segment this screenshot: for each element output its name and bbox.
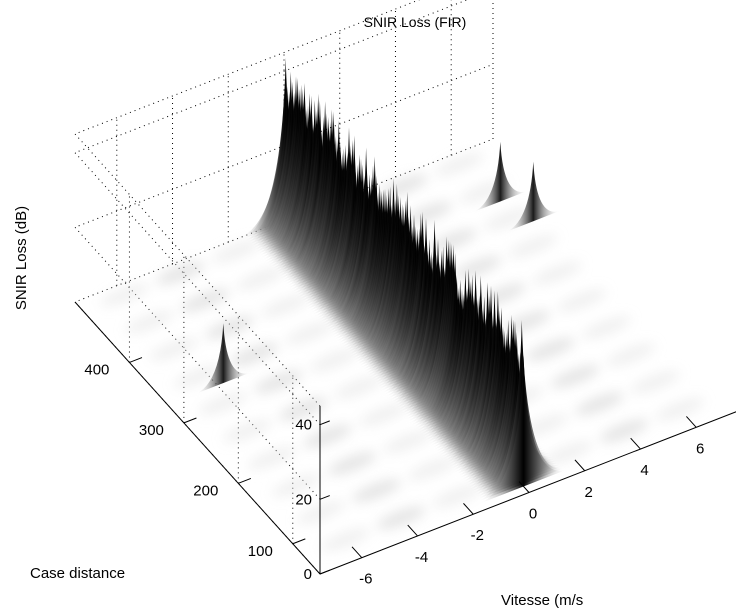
x-tick <box>574 459 586 472</box>
floor-blob <box>278 397 328 421</box>
floor-blob <box>236 267 286 290</box>
floor-blob <box>254 370 304 394</box>
floor-blob <box>285 321 335 345</box>
x-axis-label: Vitesse (m/s <box>501 592 583 609</box>
floor-blob <box>310 348 359 372</box>
floor-blob <box>532 261 582 285</box>
x-tick <box>463 503 474 515</box>
floor-blob <box>508 234 558 258</box>
x-tick-label: 6 <box>696 440 704 457</box>
x-tick-label: -2 <box>471 527 484 544</box>
floor-blob <box>432 484 482 508</box>
x-tick <box>518 481 530 493</box>
target-peak <box>195 323 252 394</box>
x-tick-label: 0 <box>529 506 537 523</box>
floor-blob <box>321 528 370 551</box>
floor-blob <box>581 316 631 339</box>
floor-blob <box>261 294 310 318</box>
floor-blob <box>526 337 576 361</box>
floor-blob <box>174 364 223 388</box>
floor-blob <box>247 446 297 470</box>
floor-blob <box>198 392 248 415</box>
x-tick-label: -4 <box>415 549 428 566</box>
floor-blob <box>550 365 600 388</box>
floor-blob <box>428 229 478 252</box>
ridge-slice <box>479 355 569 504</box>
x-tick <box>407 524 418 537</box>
z-tick-label: 20 <box>295 491 312 508</box>
x-tick-label: -6 <box>359 571 372 588</box>
floor-blob <box>296 500 346 524</box>
chart-title: SNIR Loss (FIR) <box>364 14 467 30</box>
floor-blob <box>557 288 607 312</box>
z-tick <box>319 495 330 500</box>
x-tick <box>351 546 363 559</box>
z-tick <box>319 569 330 575</box>
grid-line <box>74 0 468 426</box>
floor-blob <box>383 430 433 454</box>
y-axis-line <box>74 301 321 575</box>
floor-blob <box>606 343 656 367</box>
x-tick <box>686 416 697 428</box>
grid-line <box>74 63 494 500</box>
y-tick-label: 300 <box>139 422 164 439</box>
floor-blob <box>229 343 279 367</box>
surface-features <box>195 57 569 504</box>
x-tick-label: 2 <box>585 484 593 501</box>
y-tick <box>129 357 143 363</box>
z-tick-label: 0 <box>304 566 312 583</box>
floor-blob <box>434 152 484 176</box>
floor-blob <box>205 316 255 339</box>
floor-blob <box>376 506 426 530</box>
floor-blob <box>403 201 453 225</box>
floor-blob <box>180 288 230 312</box>
floor-blob <box>223 419 272 443</box>
clutter-ridge <box>239 57 569 504</box>
floor-blob <box>501 310 551 334</box>
floor-blob <box>379 174 429 198</box>
floor-blob <box>334 375 384 399</box>
grid-line <box>74 0 421 407</box>
axis-labels: SNIR Loss (FIR) SNIR Loss (dB) Case dist… <box>13 14 583 609</box>
floor-blob <box>303 424 353 448</box>
floor-blob <box>359 403 408 426</box>
floor-blob <box>100 283 150 307</box>
z-tick <box>319 420 330 426</box>
y-tick-label: 100 <box>248 543 273 560</box>
floor-blob <box>477 283 527 307</box>
z-axis-label: SNIR Loss (dB) <box>13 206 30 310</box>
floor-blob <box>352 479 402 503</box>
x-tick <box>630 437 641 450</box>
target-peak <box>505 161 562 233</box>
floor-blob <box>655 397 705 421</box>
floor-blob <box>575 392 625 416</box>
floor-blob <box>125 310 174 334</box>
floor-blob <box>272 473 321 497</box>
y-tick-label: 400 <box>84 361 109 378</box>
floor-blob <box>156 261 206 285</box>
z-tick-label: 40 <box>295 417 312 434</box>
floor-blob <box>149 337 199 361</box>
y-tick <box>183 417 197 424</box>
y-axis-label: Case distance <box>30 565 125 582</box>
floor-blob <box>599 419 649 443</box>
floor-blob <box>452 256 502 280</box>
floor-blob <box>630 370 680 394</box>
floor-blob <box>327 452 377 475</box>
x-tick-label: 4 <box>640 462 648 479</box>
floor-blob <box>212 239 261 263</box>
target-peak <box>472 141 529 213</box>
y-tick-label: 200 <box>193 482 218 499</box>
y-tick <box>292 538 306 545</box>
y-tick <box>238 477 252 484</box>
axes: -6 -4 -2 0 2 4 6 100 200 300 400 0 20 40 <box>74 301 736 588</box>
floor-blob <box>483 207 533 231</box>
